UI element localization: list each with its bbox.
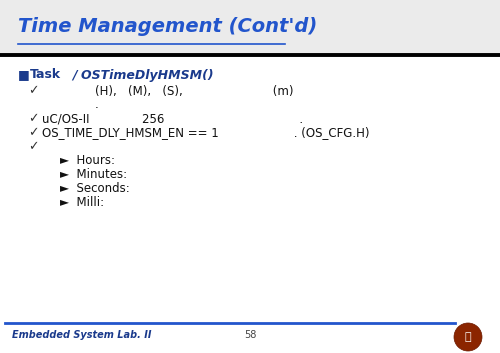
Text: ✓: ✓ — [28, 140, 38, 154]
Text: 58: 58 — [244, 330, 256, 340]
Text: Task: Task — [30, 68, 61, 82]
Text: ►  Milli:: ► Milli: — [60, 197, 104, 209]
Circle shape — [454, 323, 482, 351]
Text: ►  Minutes:: ► Minutes: — [60, 168, 127, 181]
Text: Time Management (Cont'd): Time Management (Cont'd) — [18, 17, 318, 36]
Text: (H),   (M),   (S),                        (m): (H), (M), (S), (m) — [95, 84, 294, 97]
Text: ✓: ✓ — [28, 113, 38, 126]
Text: ■: ■ — [18, 68, 30, 82]
Bar — [0, 0, 500, 53]
Text: 🏛: 🏛 — [464, 332, 471, 342]
Text: OS_TIME_DLY_HMSM_EN == 1                    . (OS_CFG.H): OS_TIME_DLY_HMSM_EN == 1 . (OS_CFG.H) — [42, 126, 370, 139]
Text: ✓: ✓ — [28, 126, 38, 139]
Text: .: . — [95, 98, 99, 112]
Text: uC/OS-II              256                                    .: uC/OS-II 256 . — [42, 113, 303, 126]
Text: ►  Seconds:: ► Seconds: — [60, 183, 130, 196]
Text: ✓: ✓ — [28, 84, 38, 97]
Text: Embedded System Lab. II: Embedded System Lab. II — [12, 330, 151, 340]
Text: ►  Hours:: ► Hours: — [60, 155, 115, 168]
Text: / OSTimeDlyHMSM(): / OSTimeDlyHMSM() — [72, 68, 214, 82]
